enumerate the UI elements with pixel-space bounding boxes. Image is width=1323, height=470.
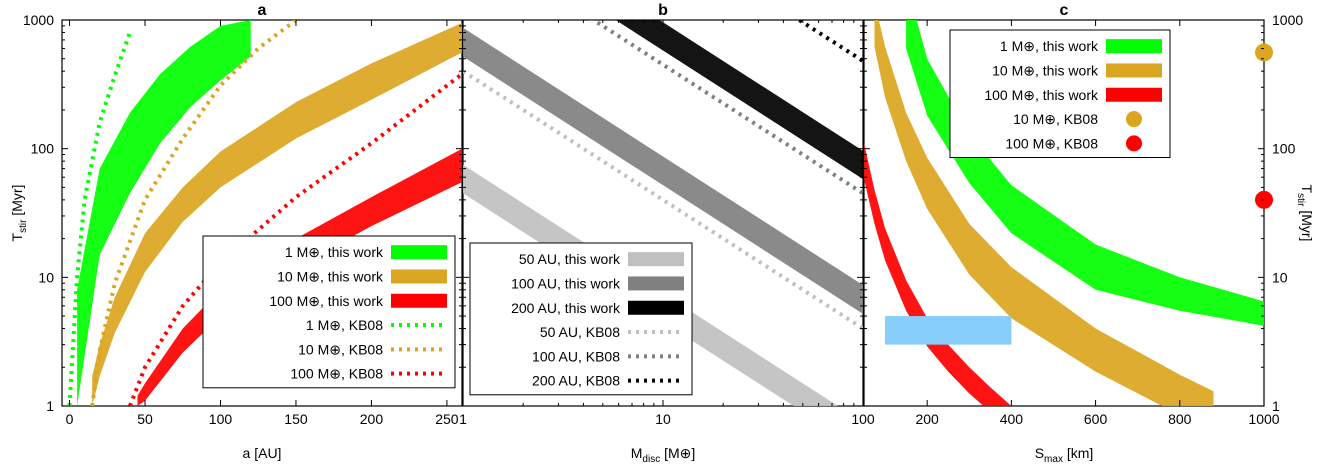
y-tick-label: 1 [1272,398,1280,414]
y-axis-label: Tstir [Myr] [1295,185,1315,242]
legend-entry-label: 200 AU, this work [511,300,621,316]
band-c-10-m-this-work [874,20,1214,406]
legend-swatch [391,293,447,308]
band-b-100-au-this-work [463,27,863,314]
x-tick-label: 800 [1168,411,1192,427]
legend-entry-label: 1 M⊕, KB08 [306,317,383,333]
band-c-100-m-this-work [864,143,1012,406]
legend-swatch [1106,63,1162,78]
data-layer-a [67,20,462,406]
x-tick-label: 100 [851,411,875,427]
panel-title: b [658,2,668,19]
legend-swatch [1126,111,1142,128]
legend-entry-label: 100 M⊕, KB08 [290,366,383,382]
legend-entry-label: 100 M⊕, this work [269,293,384,309]
legend-swatch [1126,135,1142,152]
panel-title: c [1060,2,1069,19]
x-tick-label: 0 [66,411,74,427]
x-tick-label: 50 [137,411,153,427]
legend-swatch [1106,87,1162,102]
panel-title: a [258,2,267,19]
legend-c: 1 M⊕, this work 10 M⊕, this work 100 M⊕, t… [949,29,1171,158]
x-tick-label: 1 [459,411,467,427]
x-tick-label: 250 [435,411,459,427]
legend-swatch [628,300,684,315]
legend-b: 50 AU, this work 100 AU, this work 200 AU,… [469,242,693,396]
y-tick-label: 1000 [23,12,54,28]
legend-entry-label: 50 AU, this work [519,251,621,267]
band-a-100-m-this-work [137,148,462,406]
y-tick-label: 100 [1272,141,1296,157]
x-tick-label: 1000 [1248,411,1279,427]
legend-entry-label: 50 AU, KB08 [540,324,620,340]
point-c-10-m-kb08 [1255,43,1273,62]
band-b-50-au-this-work [463,164,838,406]
legend-entry-label: 10 M⊕, this work [277,268,384,284]
legend-swatch [628,252,684,267]
x-axis-label: a [AU] [243,445,282,461]
legend-swatch [391,245,447,260]
legend-entry-label: 10 M⊕, KB08 [298,341,383,357]
x-tick-label: 200 [360,411,384,427]
legend-entry-label: 1 M⊕, this work [1000,38,1099,54]
legend-entry-label: 10 M⊕, KB08 [1013,111,1098,127]
data-layer-c [864,20,1264,406]
x-tick-label: 200 [915,411,939,427]
y-tick-label: 1 [46,398,54,414]
band-c-1-m-this-work [906,20,1264,326]
x-tick-label: 400 [1000,411,1024,427]
x-tick-label: 600 [1084,411,1108,427]
band-a-10-m-this-work [92,22,462,406]
legend-entry-label: 1 M⊕, this work [285,244,384,260]
y-tick-label: 100 [31,141,55,157]
legend-a: 1 M⊕, this work 10 M⊕, this work 100 M⊕, t… [202,235,456,389]
band-b-200-au-this-work [615,20,863,180]
y-tick-label: 10 [38,269,54,285]
highlight-rect-c [885,316,1012,345]
x-axis-label: Smax [km] [1035,445,1094,465]
y-tick-label: 10 [1272,269,1288,285]
legend-entry-label: 100 AU, KB08 [532,348,620,364]
panel-a: 0 50 100 150 200 250 1 10 100 1000 a a [AU] Tstir [M… [9,2,463,461]
y-axis-label: Tstir [Myr] [9,185,29,242]
legend-entry-label: 100 M⊕, this work [984,87,1099,103]
legend-entry-label: 10 M⊕, this work [992,62,1099,78]
legend-entry-label: 200 AU, KB08 [532,373,620,389]
x-tick-label: 100 [209,411,233,427]
y-tick-label: 1000 [1272,12,1303,28]
legend-entry-label: 100 AU, this work [511,275,621,291]
band-a-1-m-this-work [77,20,251,406]
panel-b: 1 10 100 b Mdisc [M⊕] 50 AU, this work 100 AU,… [459,2,875,465]
x-tick-label: 10 [655,411,671,427]
legend-swatch [1106,39,1162,54]
data-layer-b [463,20,863,406]
legend-swatch [391,269,447,284]
legend-swatch [628,276,684,291]
legend-entry-label: 100 M⊕, KB08 [1005,135,1098,151]
x-tick-label: 150 [284,411,308,427]
dotted-line-a-10-m-kb08 [90,20,298,406]
x-axis-label: Mdisc [M⊕] [631,445,696,465]
